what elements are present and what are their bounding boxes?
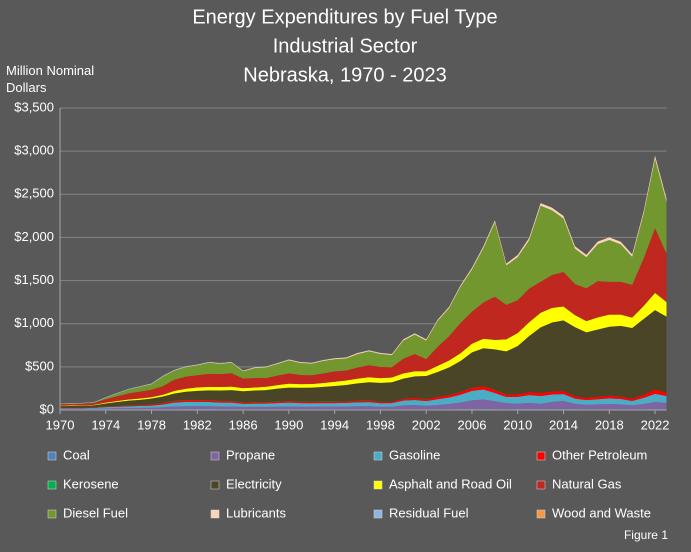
chart-subtitle: Industrial Sector <box>273 35 418 57</box>
legend-label: Electricity <box>226 476 282 491</box>
x-tick-label: 1990 <box>274 417 303 432</box>
x-tick-label: 2022 <box>641 417 670 432</box>
legend-item: Wood and Waste <box>536 505 651 520</box>
y-axis-title: Million Nominal Dollars <box>6 63 95 95</box>
legend-label: Residual Fuel <box>389 505 469 520</box>
legend-item: Gasoline <box>373 447 440 462</box>
x-tick-label: 1974 <box>91 417 120 432</box>
y-tick-label: $1,500 <box>14 272 54 287</box>
y-tick-label: $3,500 <box>14 99 54 114</box>
y-tick-label: $2,500 <box>14 186 54 201</box>
x-tick-label: 1970 <box>46 417 75 432</box>
area <box>60 310 667 408</box>
area <box>60 159 667 405</box>
legend-item: Propane <box>210 447 275 462</box>
figure-label: Figure 1 <box>624 528 668 542</box>
legend-item: Residual Fuel <box>373 505 469 520</box>
legend-swatch <box>47 451 57 461</box>
legend-swatch <box>373 451 383 461</box>
x-tick-label: 2006 <box>458 417 487 432</box>
area <box>60 389 667 409</box>
legend-swatch <box>47 509 57 519</box>
legend-swatch <box>210 451 220 461</box>
legend-label: Propane <box>226 447 275 462</box>
x-tick-label: 1998 <box>366 417 395 432</box>
chart-title: Energy Expenditures by Fuel Type <box>192 6 497 28</box>
y-tick-label: $3,000 <box>14 143 54 158</box>
legend-item: Asphalt and Road Oil <box>373 476 512 491</box>
legend-label: Lubricants <box>226 505 286 520</box>
y-tick-label: $2,000 <box>14 229 54 244</box>
legend-item: Coal <box>47 447 90 462</box>
legend-label: Other Petroleum <box>552 447 647 462</box>
chart-subtitle: Nebraska, 1970 - 2023 <box>243 64 446 86</box>
legend-label: Gasoline <box>389 447 440 462</box>
legend-swatch <box>536 451 546 461</box>
y-tick-label: $1,000 <box>14 315 54 330</box>
legend-swatch <box>210 509 220 519</box>
area <box>60 386 667 409</box>
legend-label: Natural Gas <box>552 476 622 491</box>
legend-item: Lubricants <box>210 505 286 520</box>
x-tick-label: 2002 <box>412 417 441 432</box>
legend-swatch <box>536 480 546 490</box>
legend-item: Electricity <box>210 476 282 491</box>
legend-label: Coal <box>63 447 90 462</box>
x-tick-label: 2014 <box>549 417 578 432</box>
legend-label: Diesel Fuel <box>63 505 128 520</box>
area <box>60 228 667 406</box>
legend-item: Kerosene <box>47 476 119 491</box>
legend-swatch <box>373 509 383 519</box>
legend-item: Natural Gas <box>536 476 622 491</box>
area <box>60 386 667 408</box>
legend-item: Other Petroleum <box>536 447 647 462</box>
x-tick-label: 1994 <box>320 417 349 432</box>
legend-swatch <box>536 509 546 519</box>
x-tick-label: 2018 <box>595 417 624 432</box>
legend-label: Kerosene <box>63 476 119 491</box>
area <box>60 399 667 410</box>
legend-swatch <box>373 480 383 490</box>
legend-label: Wood and Waste <box>552 505 651 520</box>
legend-swatch <box>210 480 220 490</box>
x-tick-label: 1978 <box>137 417 166 432</box>
y-tick-label: $500 <box>25 358 54 373</box>
legend-label: Asphalt and Road Oil <box>389 476 512 491</box>
legend-item: Diesel Fuel <box>47 505 128 520</box>
y-tick-label: $0 <box>40 401 54 416</box>
x-tick-label: 2010 <box>503 417 532 432</box>
x-tick-label: 1986 <box>229 417 258 432</box>
legend-swatch <box>47 480 57 490</box>
x-tick-label: 1982 <box>183 417 212 432</box>
